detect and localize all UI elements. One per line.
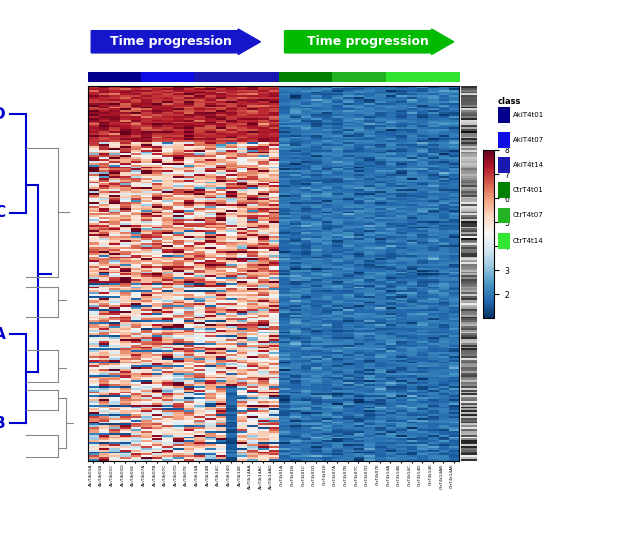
Bar xyxy=(498,107,510,123)
Text: CtrT4t14: CtrT4t14 xyxy=(512,238,543,244)
FancyArrow shape xyxy=(284,29,454,54)
Bar xyxy=(498,182,510,198)
Text: D: D xyxy=(0,107,6,122)
Text: C: C xyxy=(0,205,6,220)
FancyArrow shape xyxy=(91,29,261,54)
Text: AkiT4t07: AkiT4t07 xyxy=(512,137,544,143)
Text: Time progression: Time progression xyxy=(110,35,232,49)
Bar xyxy=(498,233,510,248)
Text: CtrT4t07: CtrT4t07 xyxy=(512,212,543,218)
Text: Time progression: Time progression xyxy=(308,35,429,49)
Text: B: B xyxy=(0,416,6,431)
Text: class: class xyxy=(498,98,521,107)
Text: A: A xyxy=(0,327,6,342)
Text: AkiT4t14: AkiT4t14 xyxy=(512,162,544,168)
Bar xyxy=(498,208,510,223)
Bar xyxy=(498,132,510,148)
Text: CtrT4t01: CtrT4t01 xyxy=(512,188,543,194)
Bar xyxy=(498,157,510,173)
Text: AkiT4t01: AkiT4t01 xyxy=(512,112,544,118)
